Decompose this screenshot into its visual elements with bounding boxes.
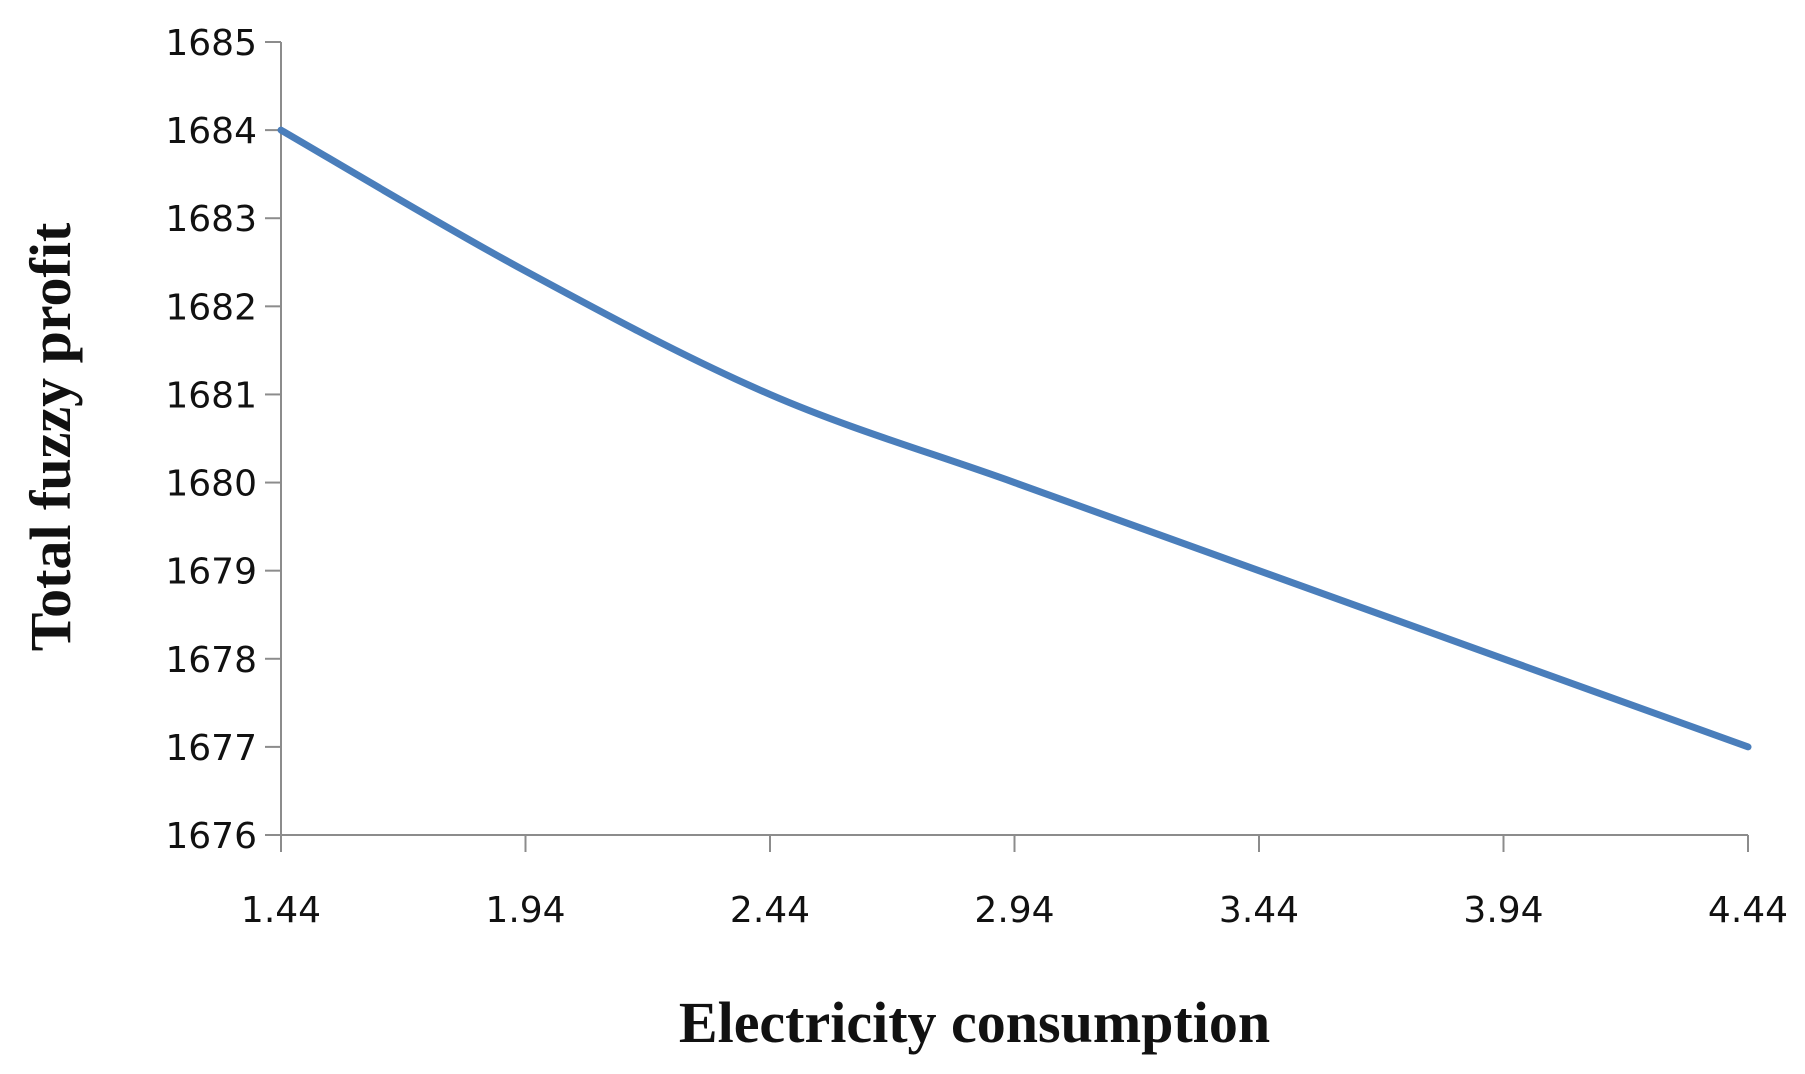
y-axis: 1676 1677 1678 1679 1680 1681 1682 1683 1684 1685 <box>165 23 282 857</box>
series-lines <box>277 126 1752 751</box>
y-tick-label: 1685 <box>165 23 257 64</box>
x-axis-title: Electricity consumption <box>679 990 1270 1055</box>
y-tick-label: 1684 <box>165 111 257 152</box>
y-tick-label: 1678 <box>165 640 257 681</box>
x-tick-label: 4.44 <box>1708 890 1788 931</box>
x-tick-label: 2.44 <box>730 890 810 931</box>
x-tick-label: 2.94 <box>974 890 1054 931</box>
x-axis: 1.44 1.94 2.44 2.94 3.44 3.94 4.44 <box>241 834 1788 931</box>
y-tick-label: 1683 <box>165 199 257 240</box>
y-tick-label: 1679 <box>165 552 257 593</box>
x-tick-label: 1.44 <box>241 890 321 931</box>
y-tick-label: 1682 <box>165 287 257 328</box>
y-tick-label: 1676 <box>165 816 257 857</box>
series-line <box>277 126 1752 751</box>
x-tick-label: 1.94 <box>485 890 565 931</box>
x-tick-label: 3.44 <box>1219 890 1299 931</box>
y-tick-label: 1680 <box>165 464 257 505</box>
y-axis-title: Total fuzzy profit <box>18 222 83 651</box>
x-tick-label: 3.94 <box>1463 890 1543 931</box>
y-tick-label: 1677 <box>165 728 257 769</box>
y-tick-label: 1681 <box>165 375 257 416</box>
